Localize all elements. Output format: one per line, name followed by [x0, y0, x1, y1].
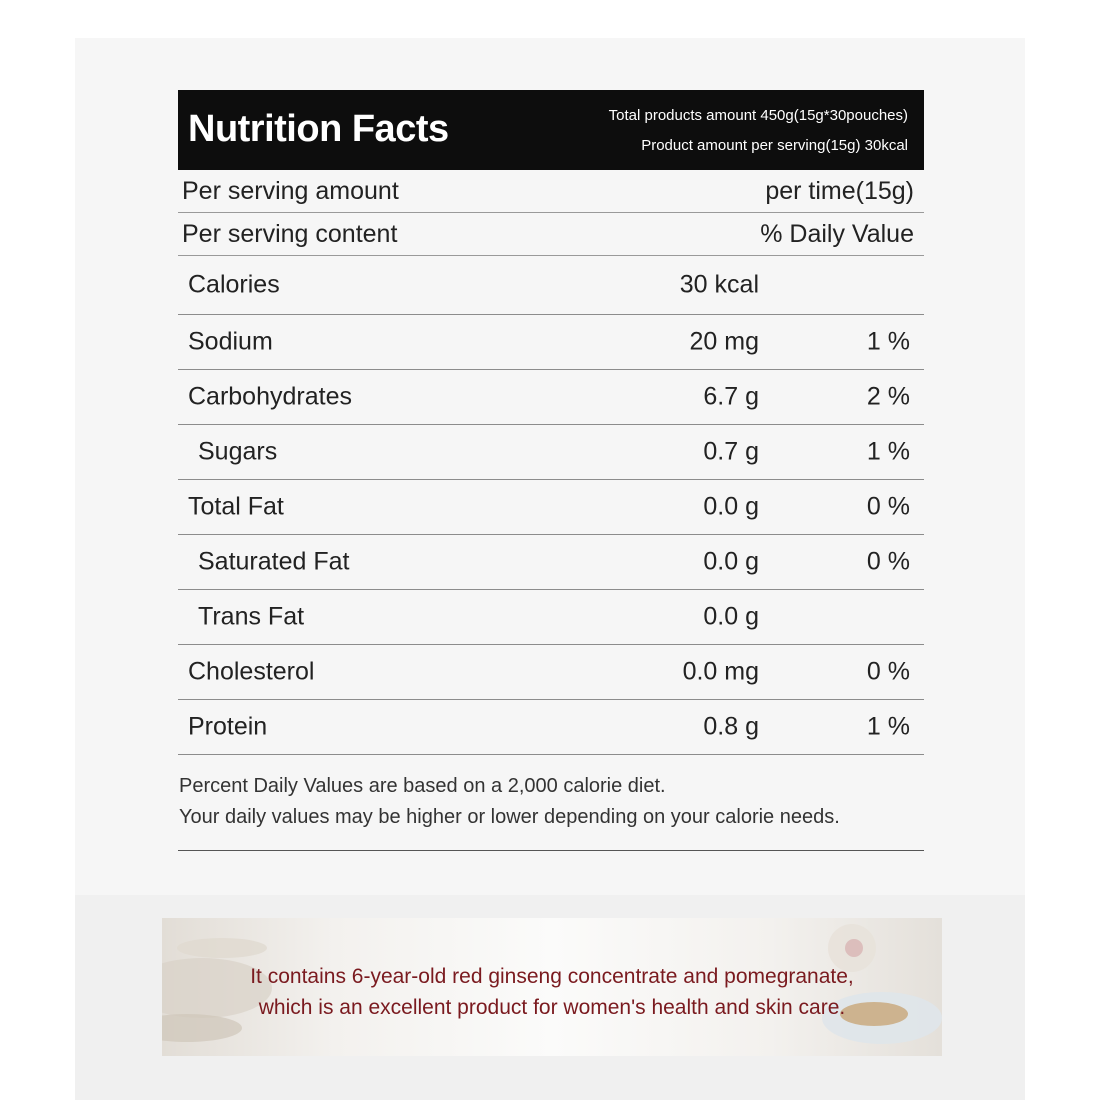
nutrient-amount: 6.7 g — [703, 382, 759, 411]
nutrient-row-calories: Calories 30 kcal — [178, 256, 924, 315]
nutrition-title: Nutrition Facts — [188, 108, 449, 150]
ginseng-pomegranate-illustration — [162, 924, 942, 1044]
nutrient-name: Calories — [188, 270, 280, 299]
serving-size-value: per time(15g) — [765, 176, 914, 205]
nutrient-name: Trans Fat — [198, 602, 305, 631]
banner-line-1: It contains 6-year-old red ginseng conce… — [250, 965, 854, 988]
nutrient-name: Sodium — [188, 327, 273, 356]
nutrient-amount: 20 mg — [689, 327, 759, 356]
ginseng-root-lower — [162, 1014, 242, 1042]
nutrient-row-total-fat: Total Fat 0.0 g 0 % — [178, 480, 924, 535]
ginseng-root-upper — [177, 938, 267, 958]
nutrient-amount: 30 kcal — [679, 270, 759, 299]
nutrition-header: Nutrition Facts Total products amount 45… — [178, 90, 924, 170]
nutrient-amount: 0.7 g — [703, 437, 759, 466]
daily-value-footnote: Percent Daily Values are based on a 2,00… — [178, 771, 924, 833]
nutrient-row-saturated-fat: Saturated Fat 0.0 g 0 % — [178, 535, 924, 590]
nutrient-amount: 0.0 mg — [682, 657, 759, 686]
nutrient-name: Protein — [188, 712, 268, 741]
nutrient-name: Sugars — [198, 437, 278, 466]
serving-content-label: Per serving content — [182, 219, 398, 248]
nutrient-amount: 0.8 g — [703, 712, 759, 741]
nutrient-amount: 0.0 g — [703, 602, 759, 631]
nutrient-amount: 0.0 g — [703, 547, 759, 576]
nutrient-amount: 0.0 g — [703, 492, 759, 521]
footnote-divider — [178, 850, 924, 851]
nutrient-daily-value: 0 % — [866, 547, 910, 576]
nutrient-name: Cholesterol — [188, 657, 315, 686]
nutrient-daily-value: 2 % — [866, 382, 910, 411]
banner-caption: It contains 6-year-old red ginseng conce… — [162, 961, 942, 1023]
footnote-line-2: Your daily values may be higher or lower… — [179, 806, 840, 828]
ginseng-root-left — [162, 958, 272, 1018]
serving-size-label: Per serving amount — [182, 176, 399, 205]
nutrient-daily-value: 1 % — [866, 712, 910, 741]
nutrient-name: Total Fat — [188, 492, 284, 521]
nutrient-daily-value: 1 % — [866, 437, 910, 466]
nutrient-row-protein: Protein 0.8 g 1 % — [178, 700, 924, 755]
ginseng-slice — [840, 1002, 908, 1026]
nutrient-daily-value: 0 % — [866, 657, 910, 686]
daily-value-header-row: Per serving content % Daily Value — [178, 213, 924, 256]
nutrient-daily-value: 0 % — [866, 492, 910, 521]
nutrient-row-trans-fat: Trans Fat 0.0 g — [178, 590, 924, 645]
footnote-line-1: Percent Daily Values are based on a 2,00… — [179, 775, 666, 797]
total-products-amount: Total products amount 450g(15g*30pouches… — [608, 107, 908, 124]
nutrient-row-sugars: Sugars 0.7 g 1 % — [178, 425, 924, 480]
product-banner: It contains 6-year-old red ginseng conce… — [162, 918, 942, 1056]
nutrient-row-cholesterol: Cholesterol 0.0 mg 0 % — [178, 645, 924, 700]
daily-value-header: % Daily Value — [760, 219, 914, 248]
per-serving-amount-note: Product amount per serving(15g) 30kcal — [641, 137, 908, 154]
nutrient-name: Carbohydrates — [188, 382, 352, 411]
nutrient-daily-value: 1 % — [866, 327, 910, 356]
nutrition-label: Nutrition Facts Total products amount 45… — [178, 90, 924, 851]
banner-line-2: which is an excellent product for women'… — [258, 996, 846, 1019]
nutrient-row-sodium: Sodium 20 mg 1 % — [178, 315, 924, 370]
nutrient-row-carbohydrates: Carbohydrates 6.7 g 2 % — [178, 370, 924, 425]
pomegranate-seeds — [845, 939, 863, 957]
serving-size-row: Per serving amount per time(15g) — [178, 170, 924, 213]
nutrient-name: Saturated Fat — [198, 547, 350, 576]
